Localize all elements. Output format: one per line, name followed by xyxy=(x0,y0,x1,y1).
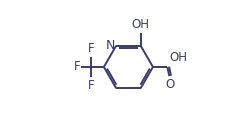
Text: F: F xyxy=(73,60,80,74)
Text: F: F xyxy=(88,78,95,92)
Text: O: O xyxy=(165,78,174,90)
Text: OH: OH xyxy=(170,51,188,64)
Text: OH: OH xyxy=(132,18,150,31)
Text: N: N xyxy=(106,39,115,52)
Text: F: F xyxy=(88,42,95,55)
